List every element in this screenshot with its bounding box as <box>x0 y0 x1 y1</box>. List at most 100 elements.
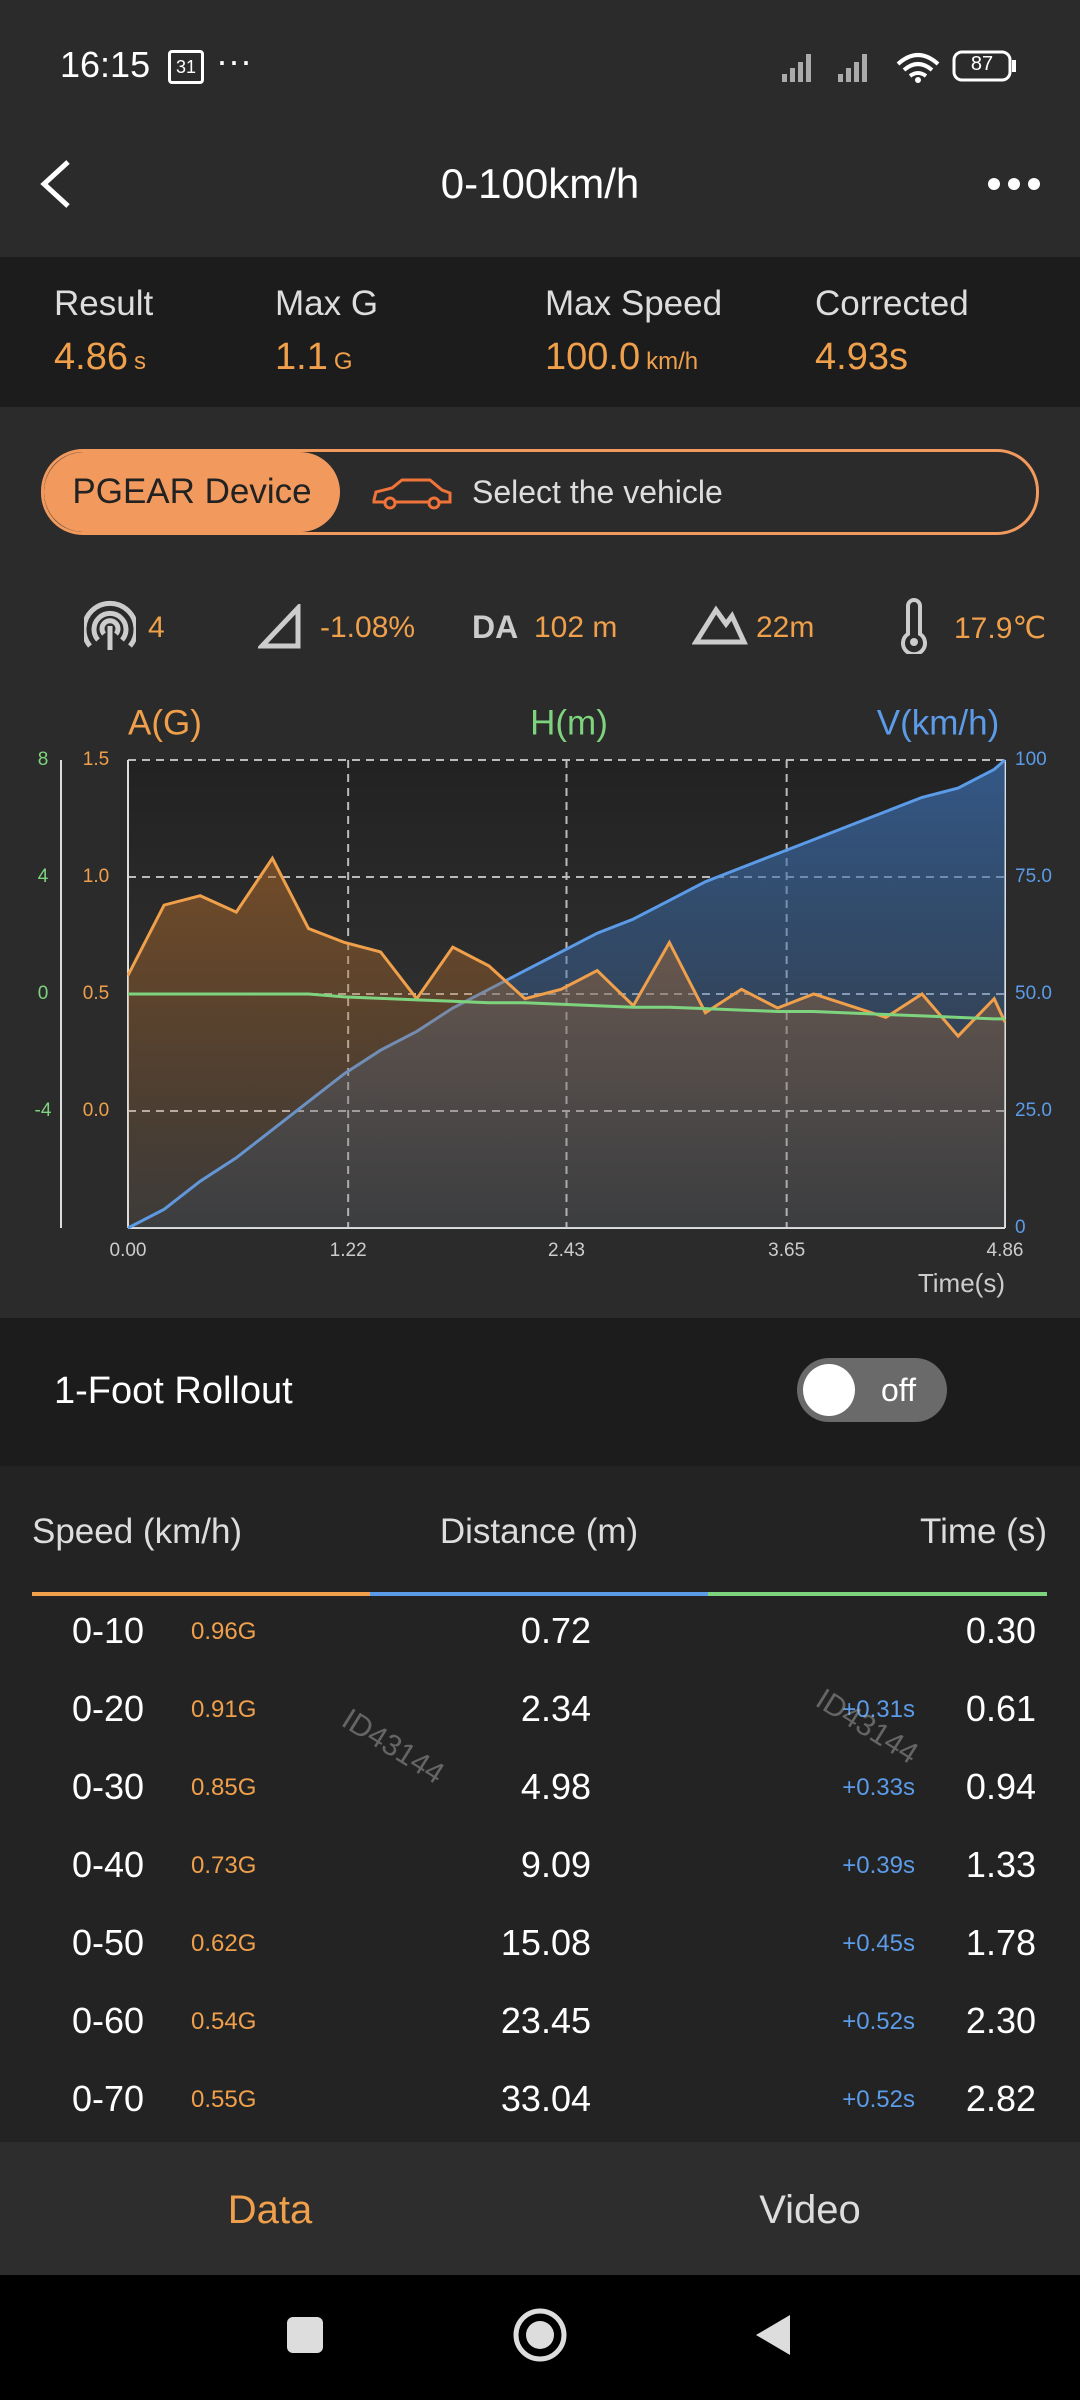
distance: 15.08 <box>500 1922 591 1963</box>
peak-g: 0.73G <box>191 1852 257 1879</box>
y3-tick-label: 8 <box>38 749 49 770</box>
header-underline <box>32 1592 370 1596</box>
series-line <box>128 992 1005 1021</box>
satellite-icon <box>84 600 136 650</box>
distance: 23.45 <box>500 2000 591 2041</box>
device-button[interactable]: PGEAR Device <box>44 452 340 532</box>
more-notifications: ··· <box>216 40 252 81</box>
device-selector: PGEAR Device Select the vehicle <box>41 449 1039 535</box>
time: 0.61 <box>965 1688 1036 1729</box>
y2-tick-label: 25.0 <box>1015 1100 1052 1121</box>
distance: 2.34 <box>520 1688 591 1729</box>
x-tick-label: 1.22 <box>330 1240 367 1261</box>
x-tick-label: 4.86 <box>987 1240 1024 1261</box>
distance: 33.04 <box>500 2078 591 2119</box>
back-button[interactable] <box>36 158 76 210</box>
y-tick-label: 0.0 <box>83 1100 109 1121</box>
axis-title: V(km/h) <box>877 703 1000 742</box>
y3-tick-label: 0 <box>38 983 49 1004</box>
unit: G <box>333 348 353 375</box>
speed-range: 0-20 <box>72 1688 145 1729</box>
time: 1.78 <box>965 1922 1036 1963</box>
series-area <box>128 858 1005 1228</box>
value: 1.1 <box>275 336 328 378</box>
rollout-toggle[interactable]: off <box>797 1358 947 1422</box>
axis-title: H(m) <box>530 703 608 742</box>
column-header: Time (s) <box>919 1512 1047 1551</box>
summary-band <box>0 257 1080 407</box>
distance: 4.98 <box>520 1766 591 1807</box>
y3-tick-label: 4 <box>38 866 49 887</box>
nav-bar <box>0 2275 1080 2400</box>
distance: 9.09 <box>520 1844 591 1885</box>
time: 0.94 <box>965 1766 1036 1807</box>
y-tick-label: 0.5 <box>83 983 109 1004</box>
speed-range: 0-70 <box>72 2078 145 2119</box>
car-icon <box>372 478 452 510</box>
x-axis-title: Time(s) <box>918 1268 1005 1298</box>
speed-range: 0-40 <box>72 1844 145 1885</box>
speed-range: 0-50 <box>72 1922 145 1963</box>
peak-g: 0.62G <box>191 1930 257 1957</box>
summary-value: 4.86 s <box>54 336 146 379</box>
speed-range: 0-10 <box>72 1610 145 1651</box>
altitude-icon <box>692 605 748 645</box>
y2-tick-label: 75.0 <box>1015 866 1052 887</box>
time-delta: +0.52s <box>842 2086 915 2113</box>
tab-video[interactable]: Video <box>759 2188 861 2232</box>
satellites: 4 <box>148 611 165 644</box>
time: 0.30 <box>965 1610 1036 1651</box>
menu-button[interactable] <box>986 172 1042 196</box>
summary-label: Max Speed <box>545 284 723 323</box>
calendar-icon: 31 <box>168 50 204 84</box>
x-tick-label: 3.65 <box>768 1240 805 1261</box>
axis-title: A(G) <box>128 703 202 742</box>
y2-tick-label: 0 <box>1015 1217 1026 1238</box>
battery-level: 87 <box>970 53 994 75</box>
toggle-state: off <box>881 1372 916 1408</box>
value: 4.93s <box>815 336 908 378</box>
speed-range: 0-60 <box>72 2000 145 2041</box>
unit: km/h <box>646 348 699 375</box>
da-label: DA <box>472 609 519 645</box>
time-delta: +0.33s <box>842 1774 915 1801</box>
table-area <box>0 1466 1080 2142</box>
value: 100.0 <box>545 336 641 378</box>
y-tick-label: 1.5 <box>83 749 109 770</box>
chart: 0.00 1.22 2.43 3.65 4.86 0.0 0.5 1.0 1.5 -4 0 4 8 0 25… <box>35 703 1052 1298</box>
y-tick-label: 1.0 <box>83 866 109 887</box>
thermometer-icon <box>901 598 927 654</box>
tab-data[interactable]: Data <box>227 2188 313 2232</box>
vehicle-button[interactable]: Select the vehicle <box>472 474 723 510</box>
peak-g: 0.96G <box>191 1618 257 1645</box>
time-delta: +0.31s <box>842 1696 915 1723</box>
header-underline <box>708 1592 1047 1596</box>
toggle-knob <box>803 1364 855 1416</box>
column-header: Speed (km/h) <box>32 1512 243 1551</box>
temperature: 17.9℃ <box>954 612 1047 645</box>
distance: 0.72 <box>520 1610 591 1651</box>
page-title: 0-100km/h <box>440 160 640 207</box>
y3-tick-label: -4 <box>35 1100 52 1121</box>
summary-label: Corrected <box>815 284 969 323</box>
summary-label: Max G <box>275 284 379 323</box>
header-underline <box>370 1592 708 1596</box>
rollout-label: 1-Foot Rollout <box>54 1370 293 1412</box>
unit: s <box>133 348 146 375</box>
peak-g: 0.91G <box>191 1696 257 1723</box>
time: 2.30 <box>965 2000 1036 2041</box>
peak-g: 0.55G <box>191 2086 257 2113</box>
y2-tick-label: 50.0 <box>1015 983 1052 1004</box>
tab-bar <box>0 2142 1080 2275</box>
slope-icon <box>258 604 301 649</box>
summary-value: 100.0 km/h <box>545 336 698 379</box>
clock: 16:15 <box>60 44 151 85</box>
summary-value: 1.1 G <box>275 336 353 379</box>
y2-tick-label: 100 <box>1015 749 1047 770</box>
nav-icons <box>287 2308 790 2362</box>
time: 1.33 <box>965 1844 1036 1885</box>
time-delta: +0.39s <box>842 1852 915 1879</box>
time: 2.82 <box>965 2078 1036 2119</box>
x-tick-label: 0.00 <box>110 1240 147 1261</box>
